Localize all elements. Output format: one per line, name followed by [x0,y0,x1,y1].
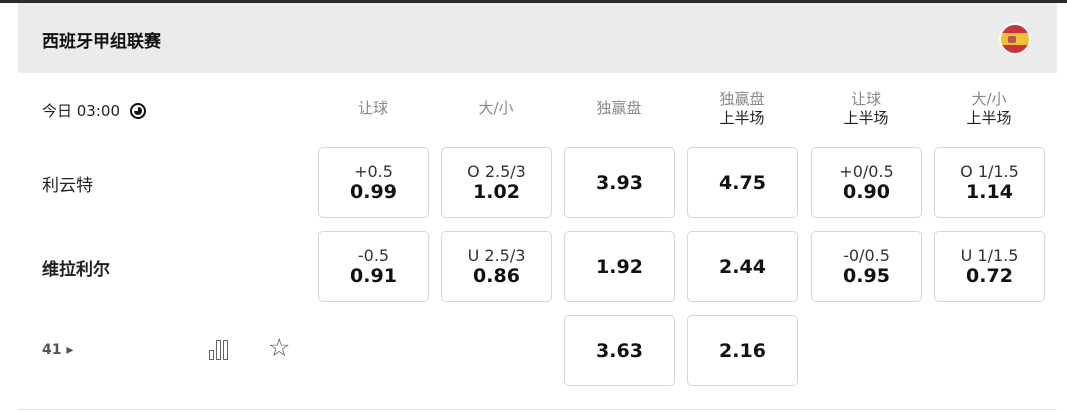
odds-value: 1.14 [966,181,1013,203]
league-header[interactable]: 西班牙甲组联赛 [18,3,1057,73]
odds-value: 3.63 [596,339,643,362]
odds-value: 0.90 [843,181,890,203]
odds-button[interactable]: O 1/1.5 1.14 [934,147,1045,218]
column-header: 让球 上半场 [811,90,921,128]
column-label: 大/小 [478,99,514,117]
league-title: 西班牙甲组联赛 [42,32,161,52]
odds-line: -0.5 [357,246,390,265]
odds-button[interactable]: 3.93 [564,147,675,218]
odds-button[interactable]: +0.5 0.99 [318,147,429,218]
odds-button[interactable]: -0/0.5 0.95 [811,231,922,302]
odds-button[interactable]: +0/0.5 0.90 [811,147,922,218]
odds-value: 1.92 [596,255,643,278]
odds-button[interactable]: 3.63 [564,315,675,386]
away-team: 维拉利尔 [42,260,110,280]
odds-value: 0.95 [843,265,890,287]
more-markets-link[interactable]: 41 ▸ [42,342,74,358]
column-sublabel: 上半场 [719,109,765,127]
odds-button[interactable]: -0.5 0.91 [318,231,429,302]
column-label: 独赢盘 [596,99,642,117]
match-time: 今日 03:00 [42,100,146,121]
odds-line: +0/0.5 [839,162,894,181]
top-bar [0,0,1067,3]
divider [18,409,1057,410]
odds-line: +0.5 [354,162,393,181]
odds-button[interactable]: O 2.5/3 1.02 [441,147,552,218]
odds-value: 0.99 [350,181,397,203]
odds-line: -0/0.5 [843,246,890,265]
column-header: 大/小 [441,99,551,118]
column-header: 独赢盘 [564,99,674,118]
odds-line: O 2.5/3 [467,162,526,181]
odds-value: 0.86 [473,265,520,287]
odds-value: 2.44 [719,255,766,278]
column-header: 独赢盘 上半场 [687,90,797,128]
odds-button[interactable]: U 2.5/3 0.86 [441,231,552,302]
column-label: 独赢盘 [719,90,765,108]
odds-button[interactable]: 1.92 [564,231,675,302]
column-header: 大/小 上半场 [934,90,1044,128]
home-team: 利云特 [42,176,93,196]
odds-value: 0.72 [966,265,1013,287]
match-time-text: 今日 03:00 [42,102,120,120]
odds-button[interactable]: 2.16 [687,315,798,386]
clock-icon [130,102,146,119]
odds-button[interactable]: U 1/1.5 0.72 [934,231,1045,302]
odds-line: U 2.5/3 [467,246,526,265]
odds-button[interactable]: 2.44 [687,231,798,302]
stats-icon[interactable] [209,339,228,360]
favorite-star-icon[interactable]: ☆ [268,333,291,362]
column-header: 让球 [318,99,428,118]
odds-button[interactable]: 4.75 [687,147,798,218]
odds-value: 3.93 [596,171,643,194]
odds-value: 1.02 [473,181,520,203]
odds-value: 0.91 [350,265,397,287]
odds-line: U 1/1.5 [960,246,1019,265]
column-sublabel: 上半场 [966,109,1012,127]
odds-value: 4.75 [719,171,766,194]
column-sublabel: 上半场 [843,109,889,127]
odds-line: O 1/1.5 [960,162,1019,181]
column-label: 让球 [357,99,388,117]
column-label: 大/小 [971,90,1007,108]
column-label: 让球 [850,90,881,108]
spain-flag-icon [999,23,1031,55]
odds-value: 2.16 [719,339,766,362]
